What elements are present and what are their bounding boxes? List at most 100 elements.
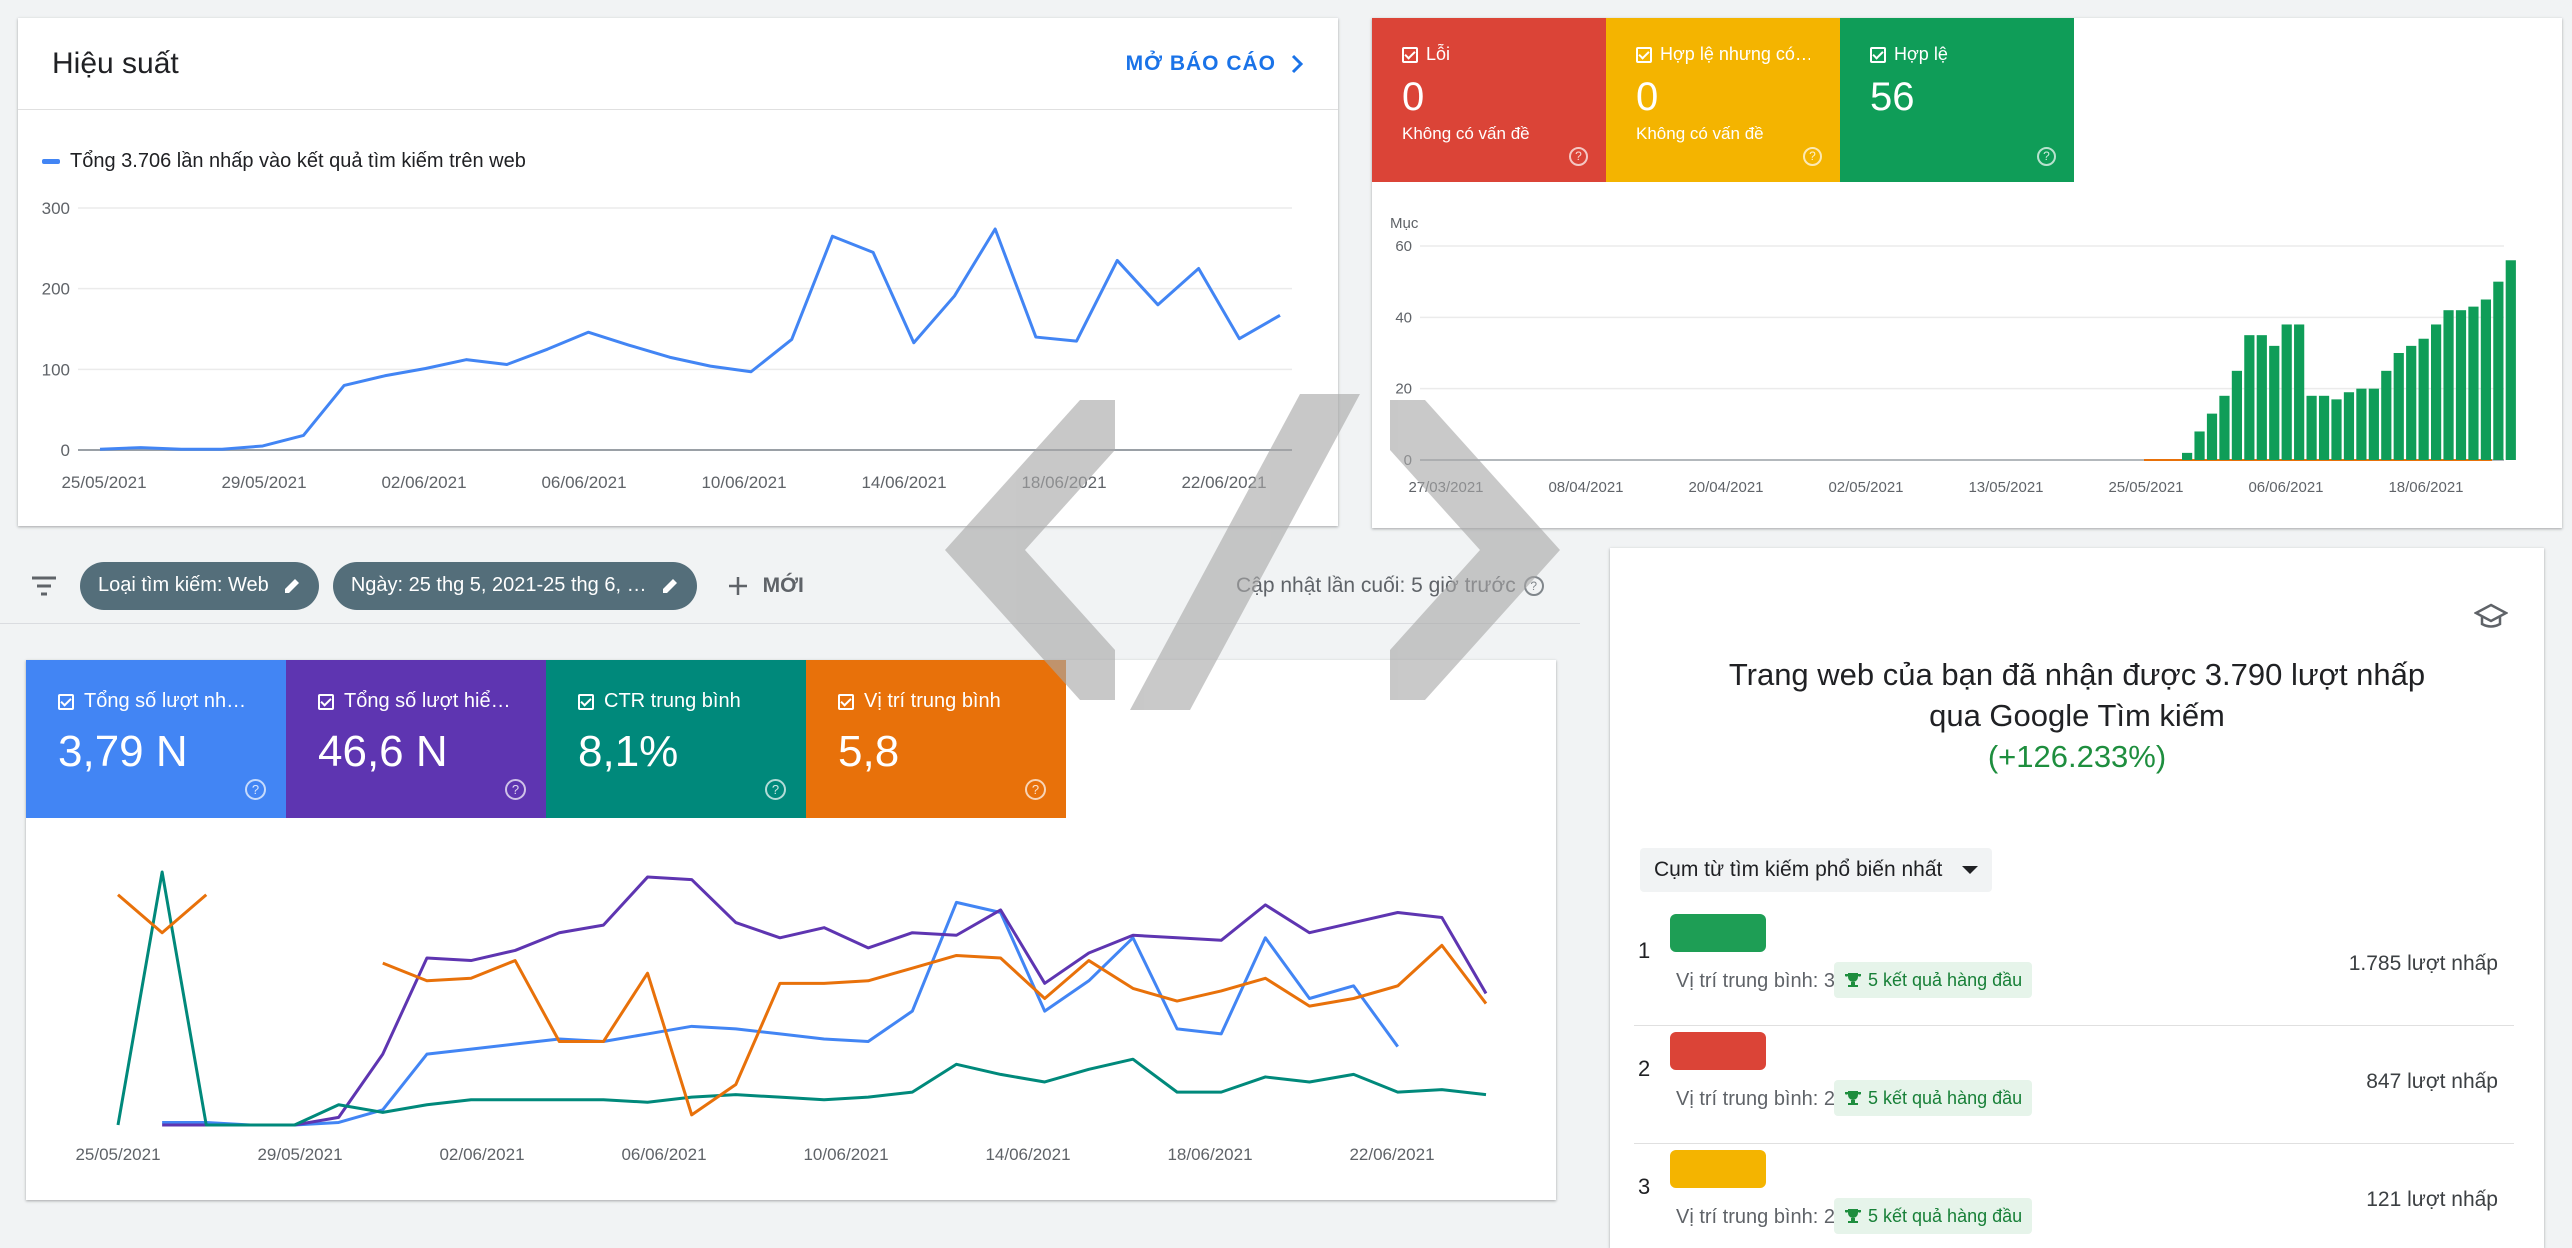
query-rank: 2 (1638, 1056, 1651, 1081)
edit-icon (662, 578, 677, 593)
x-tick-label: 02/06/2021 (381, 473, 466, 492)
metric-tile-label: CTR trung bình (604, 690, 741, 712)
metric-tile-value: 8,1% (578, 727, 679, 776)
x-tick-label: 25/05/2021 (2108, 479, 2183, 496)
checkbox-icon[interactable] (1870, 46, 1886, 63)
help-icon[interactable]: ? (2037, 147, 2056, 166)
metric-tile-value: 5,8 (838, 727, 900, 776)
query-type-dropdown[interactable]: Cụm từ tìm kiếm phổ biến nhất (1640, 848, 1993, 892)
bar (2393, 353, 2404, 460)
coverage-tile[interactable]: Lỗi 0 Không có vấn đề? (1372, 18, 1606, 182)
y-tick-label: 0 (1404, 452, 1412, 469)
checkbox-icon[interactable] (318, 693, 334, 710)
open-report-label: MỞ BÁO CÁO (1125, 51, 1276, 75)
x-tick-label: 22/06/2021 (1349, 1145, 1434, 1164)
filter-bar: Loại tìm kiếm: Web Ngày: 25 thg 5, 2021-… (0, 548, 1580, 624)
x-tick-label: 06/06/2021 (541, 473, 626, 492)
top5-label: 5 kết quả hàng đầu (1868, 1087, 2023, 1108)
insights-headline: Trang web của bạn đã nhận được 3.790 lượ… (1610, 654, 2544, 777)
x-tick-label: 25/05/2021 (75, 1145, 160, 1164)
query-position: Vị trí trung bình: 2,1 (1676, 1206, 1852, 1228)
metric-tile[interactable]: Tổng số lượt nh… 3,79 N? (26, 660, 286, 818)
coverage-tile[interactable]: Hợp lệ nhưng có… 0 Không có vấn đề? (1606, 18, 1840, 182)
help-icon[interactable]: ? (1523, 575, 1544, 596)
help-icon[interactable]: ? (765, 779, 786, 800)
y-tick-label: 200 (42, 280, 70, 299)
bar (2269, 345, 2280, 460)
open-report-button[interactable]: MỞ BÁO CÁO (1126, 52, 1304, 76)
filter-icon[interactable] (30, 574, 58, 598)
bar (2331, 399, 2342, 460)
search-type-chip-label: Loại tìm kiếm: Web (98, 574, 269, 596)
query-row[interactable]: 3 Vị trí trung bình: 2,1 5 kết quả hàng đầ… (1634, 1144, 2514, 1248)
x-tick-label: 29/05/2021 (257, 1145, 342, 1164)
bar (2194, 431, 2205, 460)
coverage-tile-sub: Không có vấn đề (1402, 124, 1530, 143)
checkbox-icon[interactable] (58, 693, 74, 710)
metric-tile[interactable]: CTR trung bình 8,1%? (546, 660, 806, 818)
click-change: (+126.233%) (1987, 739, 2167, 774)
date-chip[interactable]: Ngày: 25 thg 5, 2021-25 thg 6, … (332, 561, 697, 610)
checkbox-icon[interactable] (1402, 46, 1418, 63)
x-tick-label: 06/06/2021 (621, 1145, 706, 1164)
bar (2455, 310, 2467, 460)
x-tick-label: 14/06/2021 (861, 473, 946, 492)
query-clicks: 847 lượt nhấp (2366, 1070, 2498, 1093)
help-icon[interactable]: ? (505, 779, 526, 800)
x-tick-label: 18/06/2021 (2388, 479, 2463, 496)
help-icon[interactable]: ? (1803, 147, 1822, 166)
metric-tile-label: Tổng số lượt nh… (84, 690, 247, 712)
series-line (117, 893, 208, 935)
y-tick-label: 300 (42, 199, 70, 218)
headline-line-2: qua Google Tìm kiếm (1929, 698, 2225, 733)
y-axis-label: Mục (1390, 215, 1419, 232)
query-position: Vị trí trung bình: 2,3 (1676, 1088, 1852, 1110)
bar (2343, 392, 2355, 460)
trophy-icon (1845, 1091, 1861, 1105)
coverage-tile[interactable]: Hợp lệ 56? (1840, 18, 2074, 182)
coverage-tile-label: Lỗi (1426, 44, 1451, 64)
checkbox-icon[interactable] (1636, 46, 1652, 63)
new-filter-button[interactable]: MỚI (727, 574, 804, 598)
bar (2182, 452, 2193, 460)
query-row[interactable]: 1 Vị trí trung bình: 3,2 5 kết quả hàng đầ… (1634, 908, 2514, 1026)
query-position: Vị trí trung bình: 3,2 (1676, 970, 1852, 992)
graduation-cap-icon[interactable] (2474, 602, 2508, 630)
x-tick-label: 18/06/2021 (1021, 473, 1106, 492)
help-icon[interactable]: ? (1569, 147, 1588, 166)
bar (2431, 324, 2442, 460)
metric-tile[interactable]: Tổng số lượt hiể… 46,6 N? (286, 660, 546, 818)
y-tick-label: 100 (42, 360, 70, 379)
query-row[interactable]: 2 Vị trí trung bình: 2,3 5 kết quả hàng đầ… (1634, 1026, 2514, 1144)
metric-tile-label: Tổng số lượt hiể… (344, 690, 511, 712)
checkbox-icon[interactable] (838, 693, 854, 710)
bar (2505, 260, 2516, 460)
x-tick-label: 02/06/2021 (439, 1145, 524, 1164)
top5-badge: 5 kết quả hàng đầu (1834, 1080, 2033, 1116)
coverage-tile-label-row: Lỗi (1402, 44, 1576, 65)
top5-badge: 5 kết quả hàng đầu (1834, 1198, 2033, 1234)
bar (2356, 388, 2367, 460)
bar (2318, 395, 2330, 460)
query-clicks: 121 lượt nhấp (2366, 1188, 2498, 1211)
bar (2368, 388, 2379, 460)
bar (2281, 324, 2292, 460)
bar (2468, 306, 2479, 460)
performance-card: Hiệu suất MỞ BÁO CÁO Tổng 3.706 lần nhấp… (18, 18, 1338, 526)
trophy-icon (1845, 973, 1861, 987)
checkbox-icon[interactable] (578, 693, 594, 710)
top5-badge: 5 kết quả hàng đầu (1834, 962, 2033, 998)
query-clicks: 1.785 lượt nhấp (2348, 952, 2498, 975)
help-icon[interactable]: ? (1025, 779, 1046, 800)
top5-label: 5 kết quả hàng đầu (1868, 1205, 2023, 1226)
help-icon[interactable]: ? (245, 779, 266, 800)
performance-chart: 0 100 200 300 25/05/2021 29/05/2021 02/06/2021… (42, 199, 1292, 492)
query-bar (1670, 914, 1766, 952)
series-line (162, 875, 1488, 1127)
trophy-icon (1845, 1209, 1861, 1223)
y-tick-label: 0 (61, 441, 70, 460)
coverage-tile-label: Hợp lệ (1894, 44, 1948, 64)
bar (2244, 335, 2255, 460)
search-type-chip[interactable]: Loại tìm kiếm: Web (80, 561, 319, 610)
series-line (382, 943, 1488, 1117)
